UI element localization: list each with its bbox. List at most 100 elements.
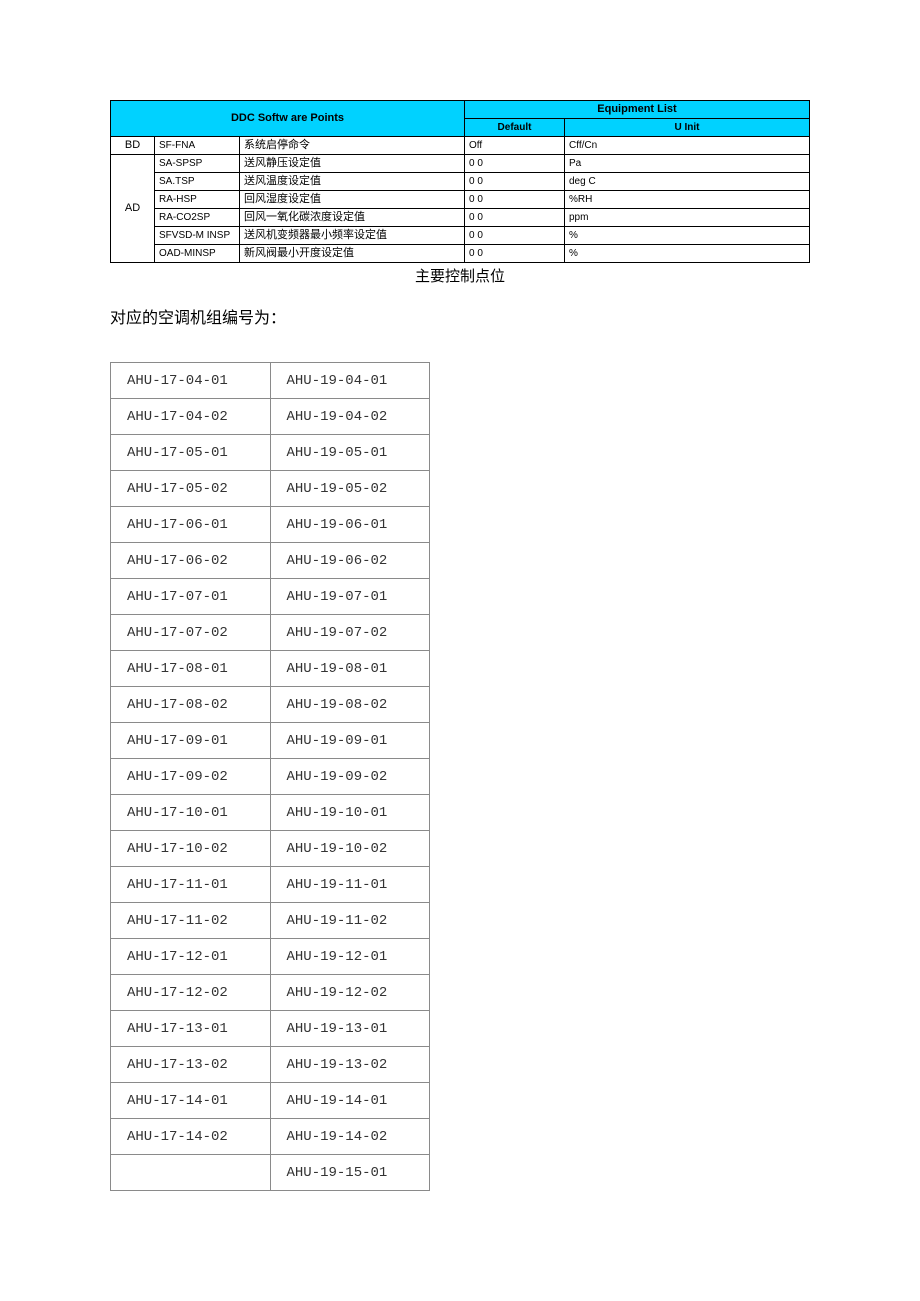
ahu-list-table: AHU-17-04-01AHU-19-04-01AHU-17-04-02AHU-… [110,362,430,1191]
ahu-cell: AHU-17-12-01 [111,939,271,975]
ddc-desc: 系统启停命令 [240,137,465,155]
ddc-row: OAD-MINSP 新风阀最小开度设定值 0 0 % [111,245,810,263]
ahu-cell: AHU-19-07-02 [270,615,430,651]
ddc-def: 0 0 [465,173,565,191]
ddc-unit: Cff/Cn [565,137,810,155]
ahu-cell: AHU-19-14-02 [270,1119,430,1155]
ahu-row: AHU-17-08-02AHU-19-08-02 [111,687,430,723]
ddc-header-left: DDC Softw are Points [111,101,465,137]
ahu-cell: AHU-19-13-01 [270,1011,430,1047]
ahu-cell: AHU-19-14-01 [270,1083,430,1119]
ddc-code: SA.TSP [155,173,240,191]
ddc-code: RA-CO2SP [155,209,240,227]
ddc-points-table: DDC Softw are Points Equipment List Defa… [110,100,810,263]
ahu-cell: AHU-19-13-02 [270,1047,430,1083]
ddc-def: 0 0 [465,155,565,173]
ahu-row: AHU-17-12-01AHU-19-12-01 [111,939,430,975]
ddc-desc: 送风静压设定值 [240,155,465,173]
ahu-cell: AHU-17-07-02 [111,615,271,651]
ddc-desc: 回风一氧化碳浓度设定值 [240,209,465,227]
ahu-cell: AHU-17-10-02 [111,831,271,867]
ddc-def: 0 0 [465,209,565,227]
ahu-cell: AHU-17-06-02 [111,543,271,579]
ahu-row: AHU-17-11-02AHU-19-11-02 [111,903,430,939]
ddc-unit: % [565,227,810,245]
ahu-cell: AHU-17-07-01 [111,579,271,615]
intro-text: 对应的空调机组编号为： [110,304,810,328]
ahu-cell: AHU-19-12-02 [270,975,430,1011]
ahu-cell: AHU-17-05-02 [111,471,271,507]
ddc-row: BD SF-FNA 系统启停命令 Off Cff/Cn [111,137,810,155]
ddc-def: Off [465,137,565,155]
ahu-cell: AHU-17-11-01 [111,867,271,903]
ahu-cell: AHU-17-06-01 [111,507,271,543]
ddc-desc: 回风湿度设定值 [240,191,465,209]
ahu-cell: AHU-19-10-02 [270,831,430,867]
ahu-row: AHU-17-05-02AHU-19-05-02 [111,471,430,507]
ahu-cell: AHU-17-14-01 [111,1083,271,1119]
ahu-cell: AHU-19-04-01 [270,363,430,399]
ddc-cat: BD [111,137,155,155]
ahu-cell: AHU-19-06-01 [270,507,430,543]
ahu-cell: AHU-19-08-02 [270,687,430,723]
ddc-def: 0 0 [465,191,565,209]
ahu-cell: AHU-19-07-01 [270,579,430,615]
ahu-cell: AHU-17-09-01 [111,723,271,759]
ahu-row: AHU-17-06-01AHU-19-06-01 [111,507,430,543]
ahu-row: AHU-17-13-01AHU-19-13-01 [111,1011,430,1047]
ahu-row: AHU-17-07-01AHU-19-07-01 [111,579,430,615]
ahu-cell: AHU-17-13-02 [111,1047,271,1083]
ddc-caption: 主要控制点位 [110,265,810,286]
ahu-row: AHU-17-12-02AHU-19-12-02 [111,975,430,1011]
ahu-row: AHU-17-13-02AHU-19-13-02 [111,1047,430,1083]
ddc-row: SFVSD-M INSP 送风机变频器最小频率设定值 0 0 % [111,227,810,245]
ddc-row: RA-HSP 回风湿度设定值 0 0 %RH [111,191,810,209]
ahu-cell: AHU-19-05-02 [270,471,430,507]
ahu-cell: AHU-19-12-01 [270,939,430,975]
ddc-row: AD SA-SPSP 送风静压设定值 0 0 Pa [111,155,810,173]
ahu-cell: AHU-19-06-02 [270,543,430,579]
ahu-row: AHU-17-09-01AHU-19-09-01 [111,723,430,759]
ahu-row: AHU-17-08-01AHU-19-08-01 [111,651,430,687]
ahu-cell: AHU-19-11-01 [270,867,430,903]
ddc-row: SA.TSP 送风温度设定值 0 0 deg C [111,173,810,191]
ahu-row: AHU-17-11-01AHU-19-11-01 [111,867,430,903]
ddc-unit: % [565,245,810,263]
ahu-cell: AHU-19-11-02 [270,903,430,939]
ddc-code: OAD-MINSP [155,245,240,263]
ahu-cell: AHU-19-08-01 [270,651,430,687]
ddc-header-right: Equipment List [465,101,810,119]
ddc-unit: Pa [565,155,810,173]
ddc-code: SA-SPSP [155,155,240,173]
ddc-unit: %RH [565,191,810,209]
ahu-cell: AHU-17-10-01 [111,795,271,831]
ahu-cell: AHU-17-13-01 [111,1011,271,1047]
ddc-desc: 送风机变频器最小频率设定值 [240,227,465,245]
ahu-row: AHU-17-05-01AHU-19-05-01 [111,435,430,471]
ahu-cell: AHU-19-09-02 [270,759,430,795]
ddc-unit: ppm [565,209,810,227]
ahu-cell: AHU-17-11-02 [111,903,271,939]
ddc-header-default: Default [465,119,565,137]
ahu-row: AHU-17-14-02AHU-19-14-02 [111,1119,430,1155]
ddc-header-unit: U Init [565,119,810,137]
ahu-row: AHU-17-06-02AHU-19-06-02 [111,543,430,579]
ahu-cell: AHU-17-08-02 [111,687,271,723]
ahu-cell: AHU-17-08-01 [111,651,271,687]
ahu-cell: AHU-17-04-02 [111,399,271,435]
ahu-row: AHU-17-07-02AHU-19-07-02 [111,615,430,651]
ddc-code: SFVSD-M INSP [155,227,240,245]
ahu-cell: AHU-19-15-01 [270,1155,430,1191]
ddc-desc: 送风温度设定值 [240,173,465,191]
ddc-def: 0 0 [465,227,565,245]
ahu-row: AHU-17-10-02AHU-19-10-02 [111,831,430,867]
ahu-row: AHU-17-14-01AHU-19-14-01 [111,1083,430,1119]
ahu-row: AHU-19-15-01 [111,1155,430,1191]
ahu-cell: AHU-19-05-01 [270,435,430,471]
ahu-cell: AHU-17-12-02 [111,975,271,1011]
ahu-cell: AHU-19-10-01 [270,795,430,831]
ahu-cell [111,1155,271,1191]
ahu-cell: AHU-17-05-01 [111,435,271,471]
ddc-cat: AD [111,155,155,263]
ahu-cell: AHU-17-14-02 [111,1119,271,1155]
